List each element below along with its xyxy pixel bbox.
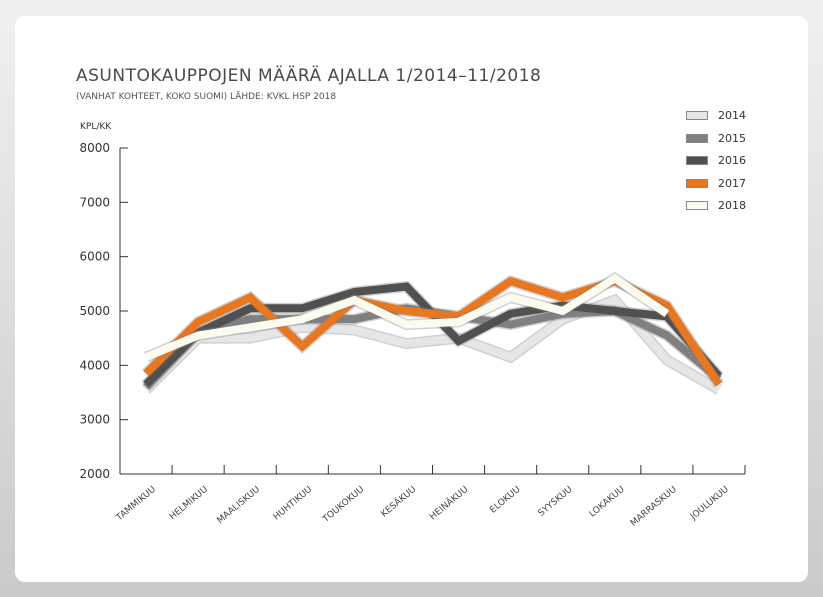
legend-label: 2014	[718, 109, 746, 122]
legend-swatch	[686, 201, 708, 210]
x-tick-label: TOUKOKUU	[320, 485, 366, 526]
y-axis-unit-label: KPL/KK	[80, 122, 112, 132]
y-tick-label: 5000	[79, 304, 110, 318]
y-tick-label: 6000	[79, 250, 110, 264]
x-tick-label: HELMIKUU	[168, 485, 210, 523]
chart-series	[142, 271, 724, 395]
x-tick-label: SYYSKUU	[537, 485, 575, 519]
chart-subtitle: (VANHAT KOHTEET, KOKO SUOMI) LÄHDE: KVKL…	[76, 92, 337, 102]
x-tick-label: LOKAKUU	[588, 485, 627, 520]
legend-swatch	[686, 111, 708, 120]
legend-swatch	[686, 178, 708, 188]
legend-swatch	[686, 133, 708, 143]
x-tick-label: MAALISKUU	[215, 485, 262, 526]
y-tick-label: 3000	[79, 413, 110, 427]
x-tick-label: KESÄKUU	[379, 484, 419, 520]
chart-card	[15, 16, 808, 582]
legend-label: 2017	[718, 176, 746, 190]
x-tick-label: HEINÄKUU	[428, 484, 471, 523]
legend-label: 2018	[718, 199, 746, 212]
legend-swatch	[686, 156, 708, 165]
x-tick-label: MARRASKUU	[629, 485, 679, 529]
y-tick-label: 4000	[79, 358, 110, 372]
x-tick-label: TAMMIKUU	[114, 485, 158, 524]
chart-axes	[119, 147, 746, 475]
y-tick-label: 7000	[79, 195, 110, 209]
chart-title: ASUNTOKAUPPOJEN MÄÄRÄ AJALLA 1/2014–11/2…	[76, 66, 542, 86]
x-tick-label: ELOKUU	[488, 485, 522, 516]
x-tick-label: HUHTIKUU	[272, 485, 315, 523]
y-tick-label: 2000	[79, 467, 110, 481]
y-tick-label: 8000	[79, 141, 110, 155]
legend-label: 2015	[718, 131, 746, 145]
legend-label: 2016	[718, 154, 746, 167]
x-tick-label: JOULUKUU	[688, 485, 731, 523]
